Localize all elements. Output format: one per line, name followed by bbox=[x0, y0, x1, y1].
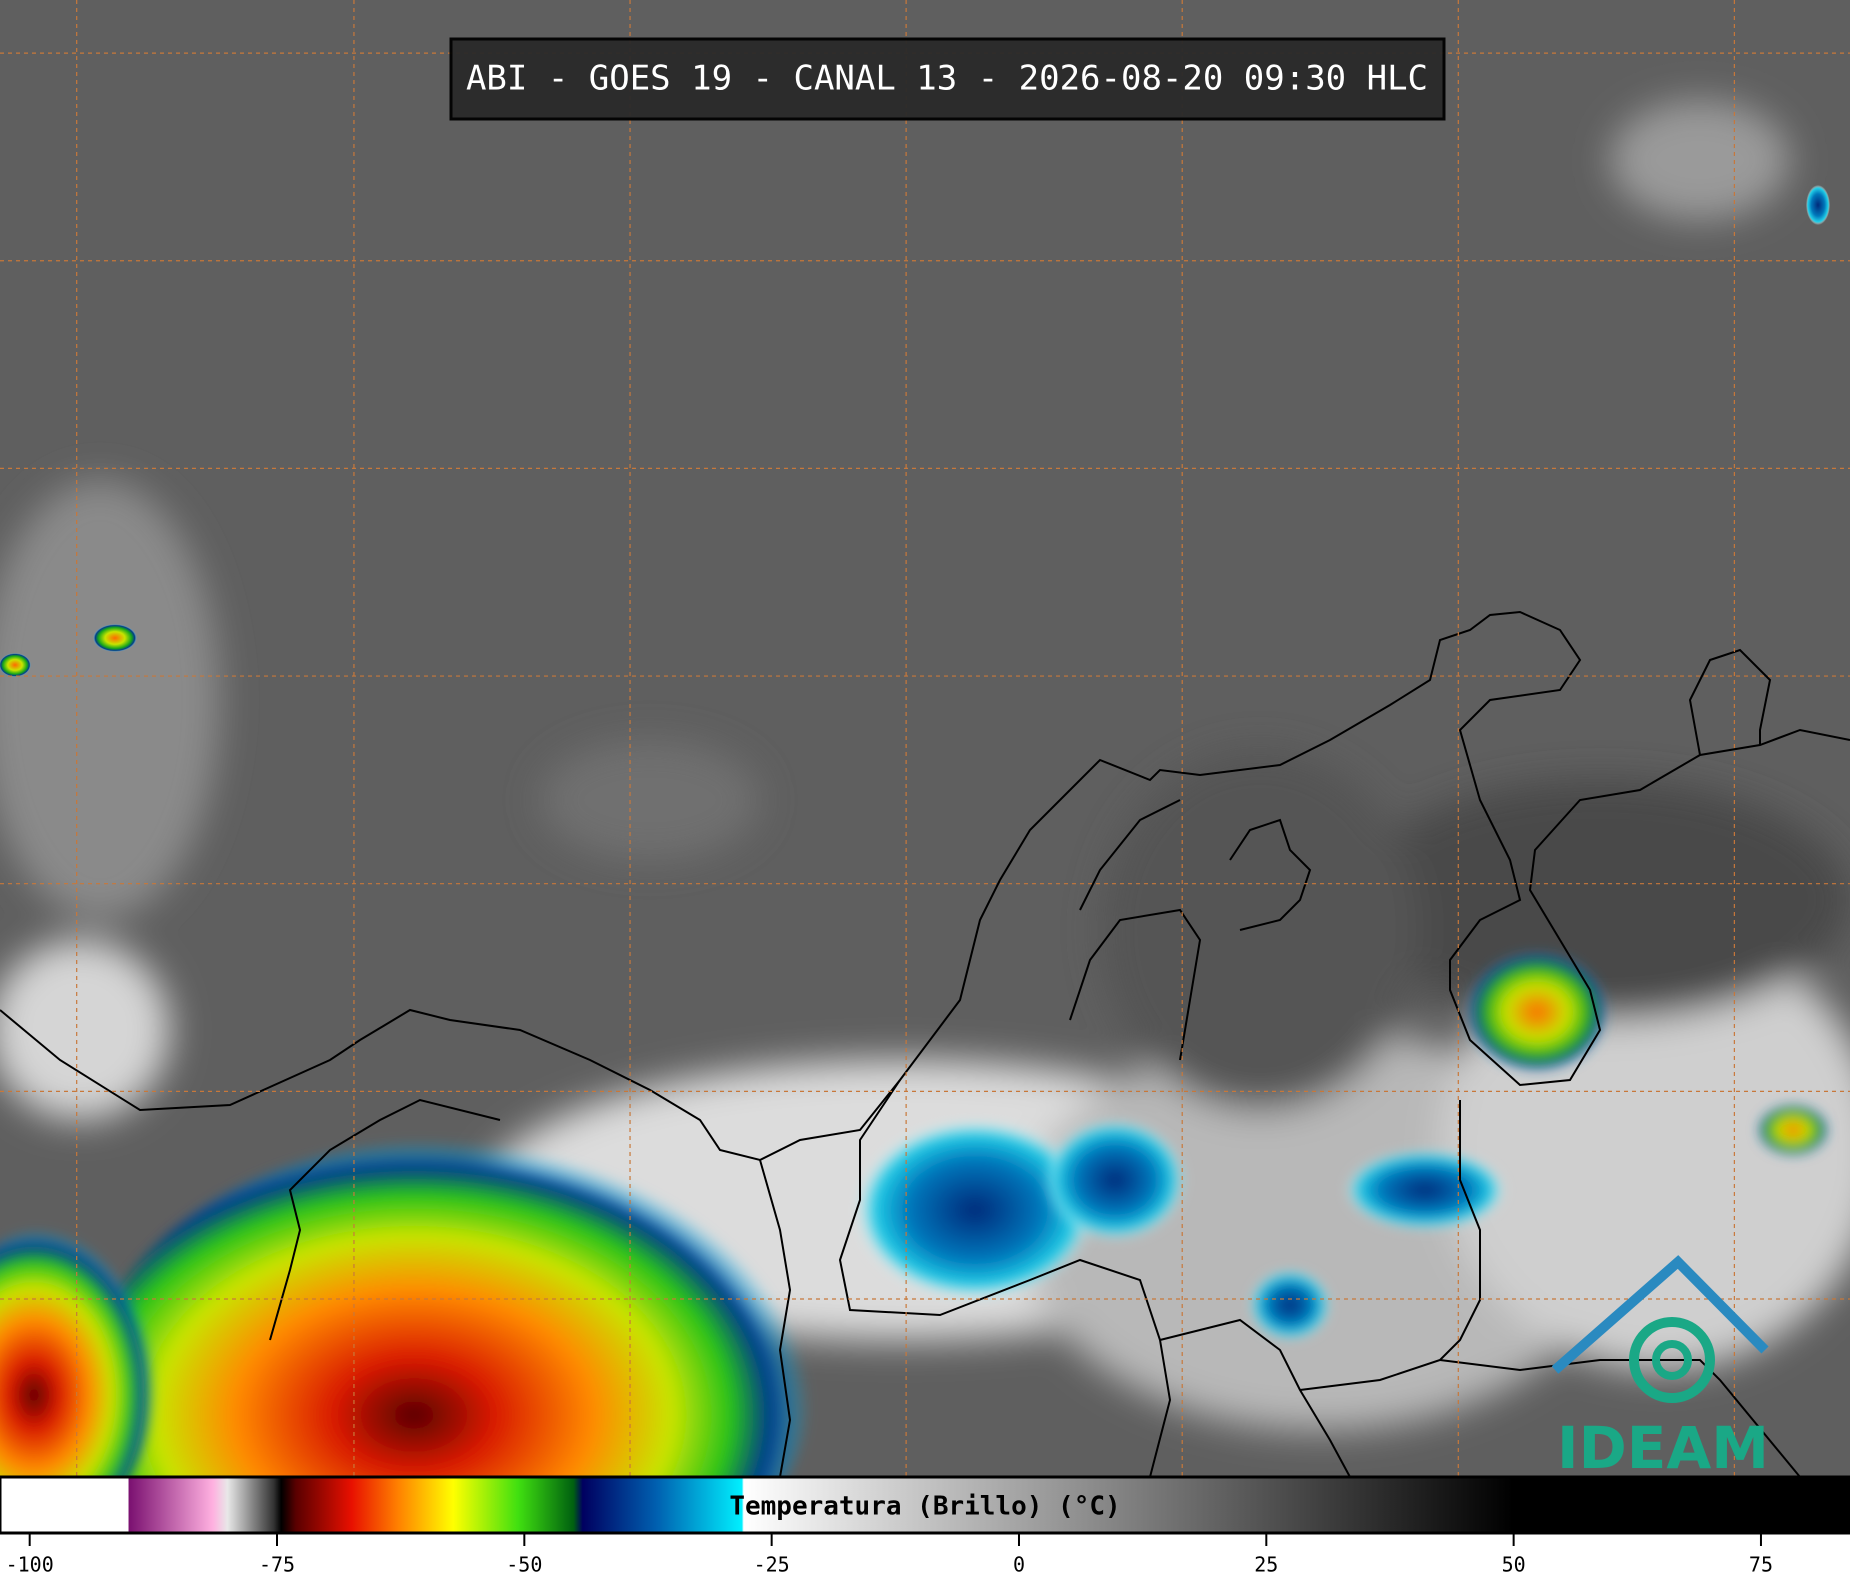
tick-label: -25 bbox=[754, 1553, 790, 1577]
logo-text: IDEAM bbox=[1557, 1414, 1769, 1482]
title-box: ABI - GOES 19 - CANAL 13 - 2026-08-20 09… bbox=[449, 37, 1446, 121]
tick-label: -100 bbox=[6, 1553, 54, 1577]
colorbar: Temperatura (Brillo) (°C) -100 -75 -50 -25 0… bbox=[0, 1475, 1850, 1577]
logo-swirl bbox=[1629, 1317, 1715, 1403]
tick-label: -75 bbox=[259, 1553, 295, 1577]
tick-label: 25 bbox=[1254, 1553, 1278, 1577]
logo: IDEAM bbox=[1551, 1255, 1769, 1482]
clouds bbox=[0, 100, 1850, 1430]
graticule bbox=[0, 0, 1850, 1477]
colorbar-label: Temperatura (Brillo) (°C) bbox=[729, 1492, 1120, 1522]
tick-label: 75 bbox=[1749, 1553, 1773, 1577]
tick-label: 0 bbox=[1013, 1553, 1025, 1577]
logo-roof bbox=[1551, 1255, 1769, 1374]
title: ABI - GOES 19 - CANAL 13 - 2026-08-20 09… bbox=[466, 59, 1428, 99]
title-background bbox=[449, 37, 1446, 121]
logo-swirl bbox=[1652, 1340, 1692, 1380]
tick-label: 50 bbox=[1502, 1553, 1526, 1577]
colorbar-gradient bbox=[0, 1475, 1850, 1535]
tick-label: -50 bbox=[506, 1553, 542, 1577]
